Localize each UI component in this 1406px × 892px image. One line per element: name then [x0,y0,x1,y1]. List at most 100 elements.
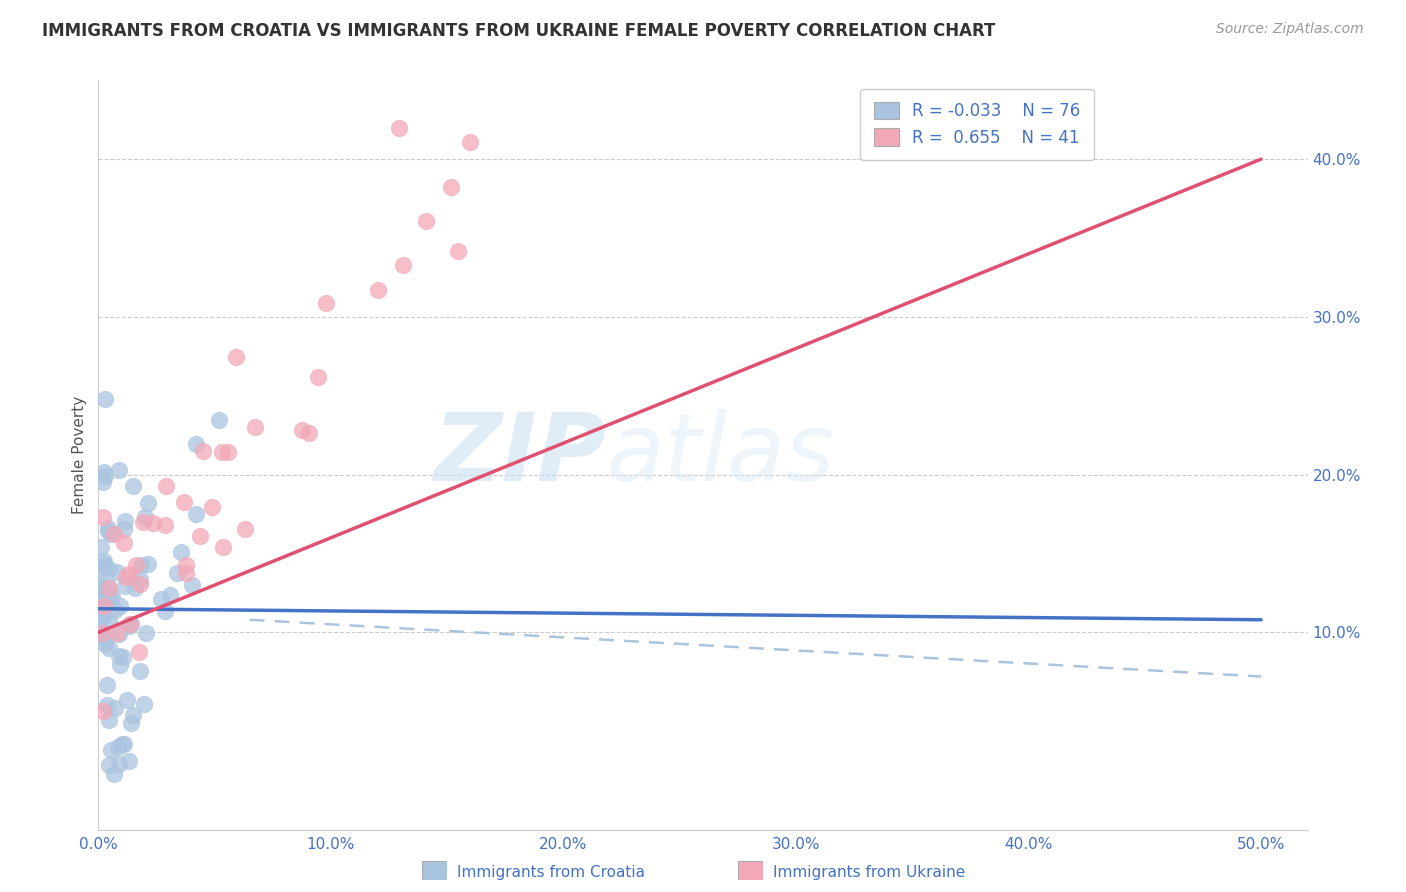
Point [107,740,129,755]
Legend: R = -0.033    N = 76, R =  0.655    N = 41: R = -0.033 N = 76, R = 0.655 N = 41 [860,88,1094,160]
Point [128,645,150,659]
Point [107,566,129,580]
Point [170,545,193,559]
Point [217,445,239,459]
Point [176,566,198,581]
Point [108,649,131,664]
Point [97,758,120,772]
Point [211,444,233,458]
Point [134,509,156,524]
Point [135,625,157,640]
Point [90,601,112,615]
Point [112,737,135,751]
Point [136,558,159,572]
Point [97,524,120,538]
Point [100,742,122,756]
Point [93,704,115,718]
Point [201,500,224,515]
Point [173,494,195,508]
Point [142,516,165,530]
Point [110,599,132,613]
Point [131,558,153,572]
Point [93,631,115,645]
Point [108,756,131,771]
Point [100,526,122,541]
Point [174,558,197,573]
Point [93,560,115,574]
Point [118,616,141,631]
Point [112,535,135,549]
Point [212,541,235,555]
Point [105,625,128,640]
Point [159,588,181,602]
Point [101,589,124,603]
Point [121,708,143,723]
Point [188,529,211,543]
Y-axis label: Female Poverty: Female Poverty [72,396,87,514]
Point [128,664,150,678]
Point [114,514,136,528]
Point [91,563,114,577]
Point [103,767,125,781]
Point [291,423,314,437]
Point [367,283,389,297]
Point [118,754,141,768]
Point [155,479,177,493]
Point [90,581,112,595]
Point [298,426,321,441]
Point [243,419,266,434]
Point [117,693,139,707]
Text: ZIP: ZIP [433,409,606,501]
Point [98,562,121,576]
Point [90,612,112,626]
Text: Immigrants from Ukraine: Immigrants from Ukraine [773,865,966,880]
Point [91,625,114,640]
Point [458,135,481,149]
Point [387,120,409,135]
Point [93,392,115,406]
Point [392,258,415,272]
Point [193,443,215,458]
Point [91,475,114,490]
Point [128,576,150,591]
Point [136,496,159,510]
Point [155,604,177,618]
Point [97,613,120,627]
Text: Immigrants from Croatia: Immigrants from Croatia [457,865,645,880]
Point [110,657,132,672]
Point [208,413,231,427]
Point [94,637,117,651]
Text: Source: ZipAtlas.com: Source: ZipAtlas.com [1216,22,1364,37]
Point [90,585,112,599]
Point [90,625,112,640]
Point [153,517,176,532]
Point [186,507,208,521]
Point [440,179,463,194]
Point [121,479,143,493]
Point [97,579,120,593]
Point [96,698,118,712]
Point [120,616,142,631]
Point [124,558,146,572]
Point [112,522,135,536]
Text: atlas: atlas [606,409,835,500]
Point [108,462,131,476]
Point [91,609,114,624]
Point [181,578,204,592]
Text: IMMIGRANTS FROM CROATIA VS IMMIGRANTS FROM UKRAINE FEMALE POVERTY CORRELATION CH: IMMIGRANTS FROM CROATIA VS IMMIGRANTS FR… [42,22,995,40]
Point [93,599,115,613]
Point [415,214,437,228]
Point [114,579,136,593]
Point [90,628,112,642]
Point [307,370,329,384]
Point [129,572,152,586]
Point [124,581,146,595]
Point [104,701,127,715]
Point [91,510,114,524]
Point [98,713,121,727]
Point [225,350,247,364]
Point [131,516,153,530]
Point [118,619,141,633]
Point [184,437,207,451]
Point [93,469,115,483]
